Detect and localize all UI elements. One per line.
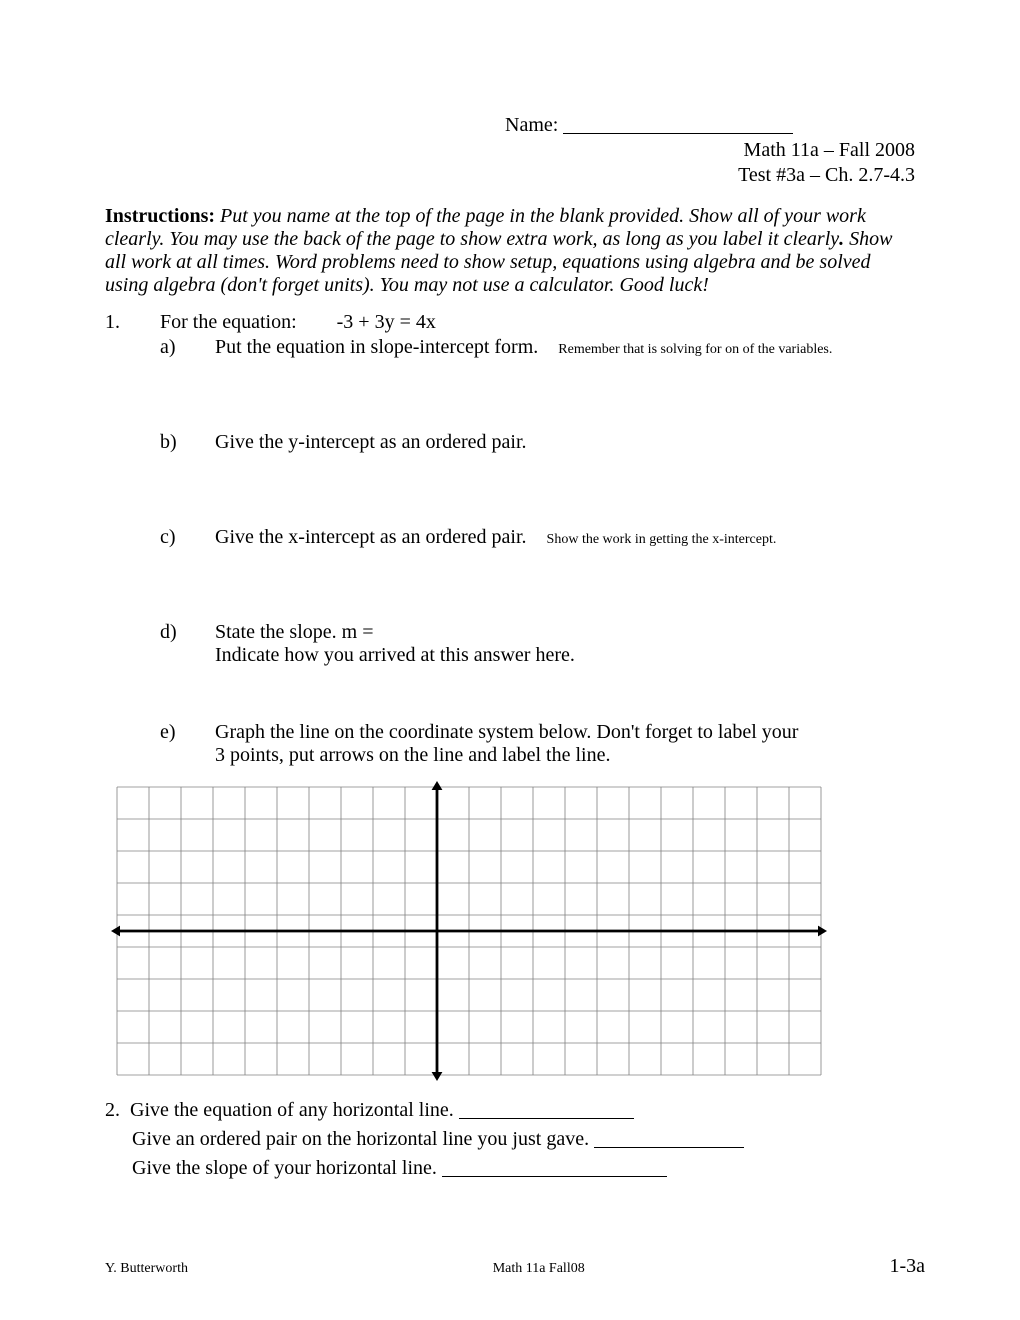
q1d: d) State the slope. m = Indicate how you…: [160, 621, 915, 667]
q1c-label: c): [160, 526, 215, 549]
q1a-label: a): [160, 336, 215, 359]
q2-l2: Give an ordered pair on the horizontal l…: [132, 1128, 589, 1150]
q2-l1-blank[interactable]: [459, 1098, 634, 1119]
q1d-line2: Indicate how you arrived at this answer …: [215, 644, 915, 667]
q1b: b) Give the y-intercept as an ordered pa…: [160, 431, 915, 454]
q1: 1. For the equation: -3 + 3y = 4x a) Put…: [105, 311, 915, 767]
q1b-label: b): [160, 431, 215, 454]
q2-l1: Give the equation of any horizontal line…: [130, 1099, 454, 1121]
footer: Y. Butterworth Math 11a Fall08 1-3a: [105, 1255, 925, 1278]
q1-number: 1.: [105, 311, 160, 334]
q1-stem-pre: For the equation:: [160, 311, 297, 333]
q1e-line2: 3 points, put arrows on the line and lab…: [215, 744, 915, 767]
course-line: Math 11a – Fall 2008: [105, 139, 915, 162]
q1e-label: e): [160, 721, 215, 744]
footer-right: 1-3a: [889, 1255, 925, 1278]
q2: 2. Give the equation of any horizontal l…: [105, 1095, 915, 1180]
q1b-text: Give the y-intercept as an ordered pair.: [215, 431, 915, 454]
q1-equation: -3 + 3y = 4x: [337, 311, 436, 333]
q1c-note: Show the work in getting the x-intercept…: [547, 532, 777, 547]
name-line: Name:: [105, 110, 915, 137]
instructions-body-pre: Put you name at the top of the page in t…: [105, 205, 866, 250]
instructions: Instructions: Put you name at the top of…: [105, 205, 915, 297]
q1d-label: d): [160, 621, 215, 644]
q1e: e) Graph the line on the coordinate syst…: [160, 721, 915, 767]
coordinate-graph: [105, 775, 915, 1087]
q1-stem: For the equation: -3 + 3y = 4x: [160, 311, 915, 334]
q2-l2-blank[interactable]: [594, 1127, 744, 1148]
q1a-text: Put the equation in slope-intercept form…: [215, 336, 538, 358]
footer-left: Y. Butterworth: [105, 1261, 188, 1277]
q2-number: 2.: [105, 1099, 120, 1121]
footer-center: Math 11a Fall08: [493, 1261, 585, 1277]
q1d-line1: State the slope. m =: [215, 621, 915, 644]
q2-l3-blank[interactable]: [442, 1156, 667, 1177]
q1a: a) Put the equation in slope-intercept f…: [160, 336, 915, 359]
q1e-line1: Graph the line on the coordinate system …: [215, 721, 915, 744]
name-blank[interactable]: [563, 113, 793, 134]
name-label: Name:: [505, 114, 558, 136]
test-line: Test #3a – Ch. 2.7-4.3: [105, 164, 915, 187]
q1c: c) Give the x-intercept as an ordered pa…: [160, 526, 915, 549]
q1c-text: Give the x-intercept as an ordered pair.: [215, 526, 527, 548]
instructions-label: Instructions:: [105, 205, 215, 227]
q2-l3: Give the slope of your horizontal line.: [132, 1157, 437, 1179]
graph-svg: [105, 775, 833, 1087]
q1a-note: Remember that is solving for on of the v…: [558, 342, 832, 357]
